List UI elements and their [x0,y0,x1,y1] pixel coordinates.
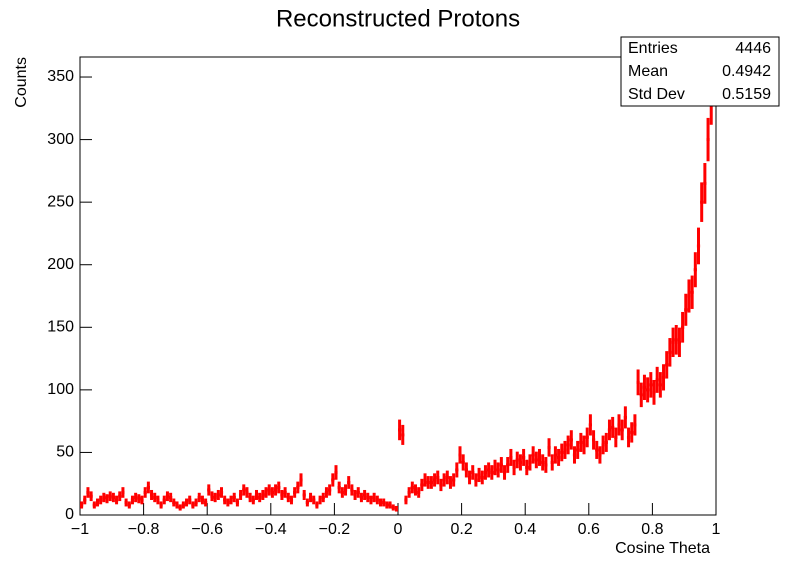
stats-value: 4446 [735,40,771,57]
y-tick-label: 300 [47,131,74,148]
stats-label: Std Dev [628,86,685,103]
y-tick-label: 50 [56,444,74,461]
y-axis-label: Counts [13,57,30,108]
y-tick-label: 250 [47,193,74,210]
x-tick-label: 0.6 [578,521,600,538]
stats-label: Entries [628,40,678,57]
y-tick-label: 200 [47,256,74,273]
x-tick-label: −0.6 [191,521,223,538]
stats-label: Mean [628,63,668,80]
chart-title: Reconstructed Protons [276,5,520,32]
plot-frame [79,56,717,516]
x-tick-label: 1 [712,521,721,538]
x-tick-label: −0.2 [319,521,351,538]
x-tick-label: −1 [71,521,89,538]
x-tick-label: −0.4 [255,521,287,538]
y-tick-label: 100 [47,381,74,398]
x-tick-label: 0.8 [641,521,663,538]
x-tick-label: 0.4 [514,521,536,538]
x-tick-label: 0.2 [450,521,472,538]
x-axis-label: Cosine Theta [615,540,710,557]
stats-box: Entries 4446 Mean 0.4942 Std Dev 0.5159 [620,36,780,107]
y-tick-label: 0 [65,506,74,523]
stats-value: 0.4942 [722,63,771,80]
y-tick-label: 150 [47,319,74,336]
stats-value: 0.5159 [722,86,771,103]
x-tick-label: 0 [394,521,403,538]
stats-frame [620,36,780,107]
x-tick-label: −0.8 [128,521,160,538]
y-tick-label: 350 [47,68,74,85]
